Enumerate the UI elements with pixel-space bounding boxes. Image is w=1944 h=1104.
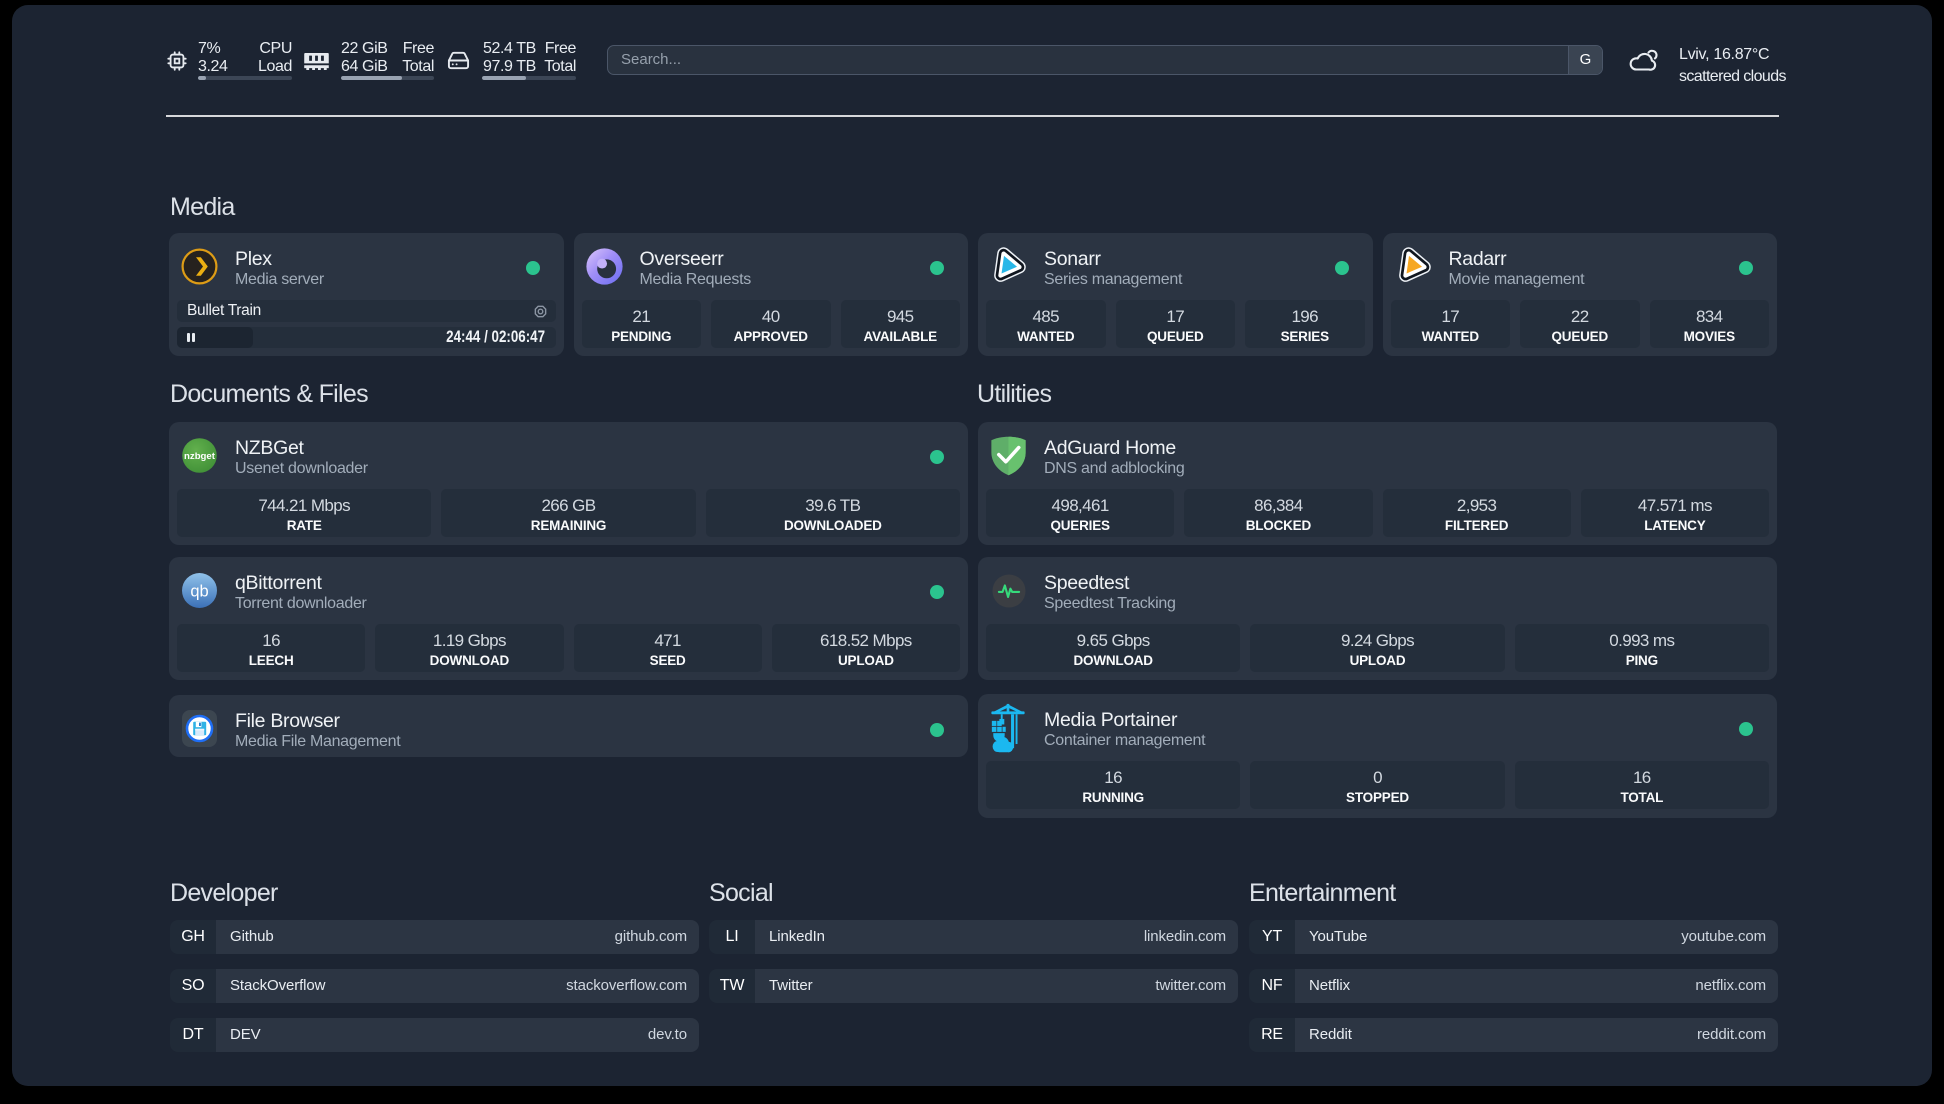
svg-text:nzbget: nzbget	[184, 451, 216, 462]
svg-text:qb: qb	[190, 583, 208, 601]
